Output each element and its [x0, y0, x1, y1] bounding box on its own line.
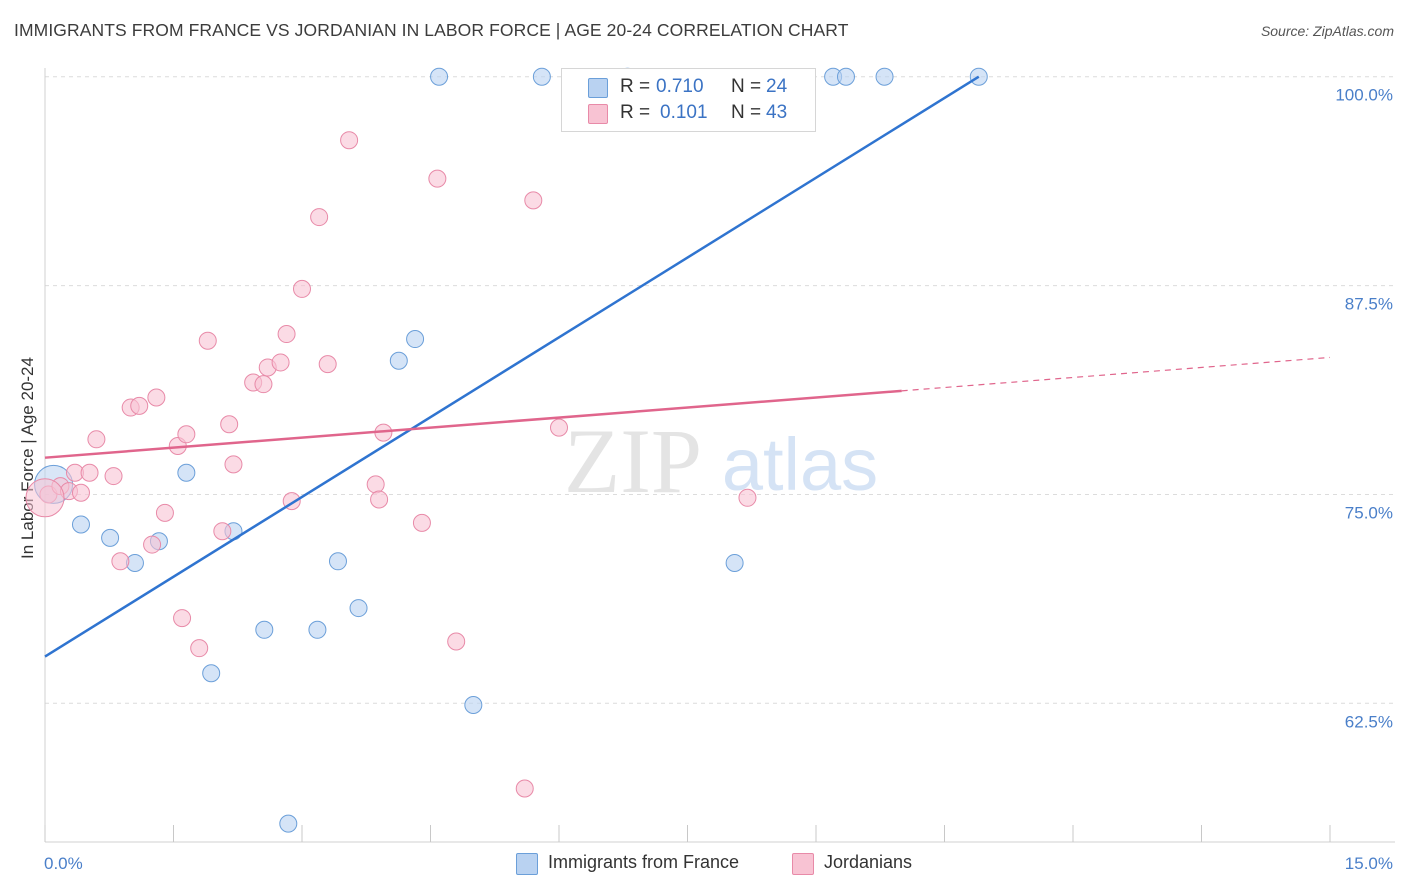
jordanian-point [412, 513, 431, 532]
jordanian-point [130, 396, 149, 415]
jordanian-point [198, 331, 217, 350]
y-tick-label: 100.0% [1335, 86, 1393, 105]
jordanian-point [173, 609, 192, 628]
n-label: N = [731, 76, 762, 97]
france-point [71, 515, 90, 534]
legend-swatch-pink [792, 853, 814, 875]
grid [45, 76, 1395, 704]
france-point [279, 814, 298, 833]
jordanian-point [224, 455, 243, 474]
legend-swatch-blue [516, 853, 538, 875]
france-point [202, 664, 221, 683]
jordanian-point [177, 425, 196, 444]
jordanian-point [447, 632, 466, 651]
watermark: ZIP atlas [564, 410, 878, 512]
jordanian-point [515, 779, 534, 798]
jordanian-point [71, 483, 90, 502]
jordanian-point [220, 415, 239, 434]
stats-legend: R = 0.710 N = 24 R = 0.101 N = 43 [561, 68, 816, 132]
jordanian-point [213, 522, 232, 541]
jordanian-trend-line [44, 389, 902, 459]
france-point [464, 695, 483, 714]
axes [44, 68, 1395, 843]
n-value: 24 [766, 76, 788, 97]
r-label: R = [620, 102, 651, 123]
jordanian-point [293, 279, 311, 298]
swatch-blue [588, 78, 608, 98]
swatch-pink [588, 104, 608, 124]
jordanian-point [155, 503, 174, 522]
n-label: N = [731, 102, 762, 123]
x-tick-label: 15.0% [1345, 854, 1393, 873]
r-value: 0.710 [656, 76, 704, 97]
source-credit: Source: ZipAtlas.com [1260, 23, 1394, 39]
france-point [532, 67, 551, 86]
jordanian-point [143, 535, 162, 554]
jordanian-point [25, 478, 65, 518]
watermark-zip: ZIP [564, 410, 702, 512]
france-point [177, 463, 196, 482]
legend-label: Jordanians [824, 852, 913, 872]
france-point [328, 552, 347, 571]
france-point [389, 351, 408, 370]
jordanian-point [104, 467, 123, 486]
france-point [875, 67, 894, 86]
france-point [255, 620, 274, 639]
france-point [406, 330, 425, 349]
jordanian-point [80, 463, 99, 482]
r-value: 0.101 [660, 102, 708, 123]
jordanian-point [147, 388, 166, 407]
legend-label: Immigrants from France [548, 852, 740, 872]
jordanian-point [111, 552, 130, 571]
y-tick-label: 75.0% [1345, 503, 1393, 522]
jordanian-point [271, 353, 290, 372]
jordanian-point [340, 131, 359, 150]
jordanian-point [550, 418, 568, 437]
trend-lines [44, 75, 1331, 658]
france-point [349, 599, 368, 618]
r-label: R = [620, 76, 651, 97]
jordanian-point [190, 639, 209, 658]
jordanian-point [738, 488, 757, 507]
jordanian-point [428, 169, 447, 188]
data-points [25, 67, 988, 833]
y-tick-label: 62.5% [1345, 712, 1393, 731]
france-point [836, 67, 855, 86]
france-trend-line [44, 75, 980, 658]
jordanian-point [366, 475, 385, 494]
y-tick-label: 87.5% [1345, 295, 1393, 314]
chart-title: IMMIGRANTS FROM FRANCE VS JORDANIAN IN L… [14, 20, 849, 40]
france-point [101, 528, 120, 547]
jordanian-point [310, 208, 329, 227]
jordanian-point [524, 191, 543, 210]
jordanian-point [87, 430, 106, 449]
jordanian-point [254, 375, 273, 394]
x-tick-label: 0.0% [44, 854, 83, 873]
france-point [308, 620, 327, 639]
france-point [430, 67, 449, 86]
france-point [725, 553, 744, 572]
jordanian-point [277, 325, 296, 344]
jordanian-trend-extension [901, 356, 1331, 392]
n-value: 43 [766, 102, 788, 123]
jordanian-point [318, 355, 337, 374]
jordanian-point [370, 490, 389, 509]
tick-labels: 100.0% 87.5% 75.0% 62.5% 0.0% 15.0% [44, 86, 1393, 873]
